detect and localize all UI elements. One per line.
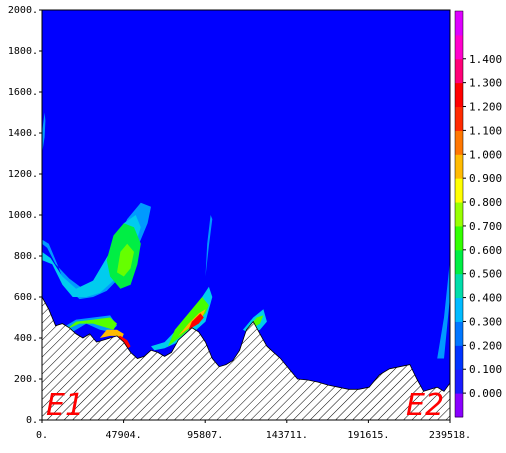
colorbar: 0.000 0.100 0.200 0.300 0.400 0.500 0.600 0.700… [454, 10, 502, 418]
colorbar-swatch [455, 202, 463, 227]
colorbar-label: 0.100 [469, 363, 502, 376]
colorbar-label: 0.300 [469, 315, 502, 328]
x-tick-label: 191615. [347, 430, 389, 441]
colorbar-swatch [455, 369, 463, 394]
colorbar-swatch [455, 11, 463, 36]
contour-region-5 [168, 297, 209, 347]
colorbar-label: 1.200 [469, 101, 502, 114]
contour-region-7 [188, 313, 204, 330]
y-tick-label: 2000. [8, 5, 38, 16]
colorbar-frame [454, 10, 464, 418]
x-tick-label: 239518. [429, 430, 471, 441]
y-tick-label: 600. [14, 292, 38, 303]
contour-region-3 [117, 243, 134, 277]
colorbar-label: 0.200 [469, 339, 502, 352]
colorbar-label: 0.500 [469, 268, 502, 281]
terrain-profile [42, 296, 450, 420]
colorbar-swatch [455, 393, 463, 418]
colorbar-swatch [455, 82, 463, 108]
y-tick-label: 200. [14, 374, 38, 385]
contour-region-15 [437, 260, 450, 359]
colorbar-swatch [455, 321, 463, 346]
terrain-layer [42, 296, 450, 420]
contour-layer [42, 112, 450, 359]
end-label-left: E1 [46, 388, 84, 423]
contour-region-16 [42, 112, 46, 154]
contour-region-10 [99, 329, 124, 343]
colorbar-label: 0.800 [469, 196, 502, 209]
y-tick-label: 400. [14, 333, 38, 344]
colorbar-swatch [455, 178, 463, 203]
y-tick-label: 1200. [8, 169, 38, 180]
y-tick-label: 1800. [8, 46, 38, 57]
x-axis: 0. 47904. 95807. 143711. 191615. 239518. [36, 420, 471, 441]
y-tick-label: 1600. [8, 87, 38, 98]
colorbar-swatch [455, 58, 463, 84]
colorbar-swatch [455, 130, 463, 155]
colorbar-label: 0.900 [469, 172, 502, 185]
contour-region-9 [65, 317, 117, 330]
colorbar-swatch [455, 249, 463, 275]
y-tick-label: 1000. [8, 210, 38, 221]
colorbar-label: 0.000 [469, 387, 502, 400]
colorbar-swatch [455, 297, 463, 322]
colorbar-label: 1.100 [469, 124, 502, 137]
colorbar-label: 0.600 [469, 244, 502, 257]
y-axis: 0. 200. 400. 600. 800. 1000. 1200. 1400. 1600. 18… [8, 5, 42, 426]
x-tick-label: 143711. [266, 430, 308, 441]
x-tick-label: 95807. [187, 430, 223, 441]
colorbar-label: 0.400 [469, 292, 502, 305]
colorbar-label: 1.000 [469, 148, 502, 161]
colorbar-swatch [455, 154, 463, 179]
contour-region-14 [205, 215, 213, 277]
colorbar-label: 1.300 [469, 77, 502, 90]
colorbar-swatch [455, 106, 463, 131]
colorbar-swatch [455, 225, 463, 251]
colorbar-swatch [455, 345, 463, 370]
colorbar-swatch [455, 273, 463, 299]
colorbar-label: 1.400 [469, 53, 502, 66]
y-tick-label: 800. [14, 251, 38, 262]
x-tick-label: 0. [36, 430, 48, 441]
y-tick-label: 0. [26, 415, 38, 426]
x-tick-label: 47904. [106, 430, 142, 441]
y-tick-label: 1400. [8, 128, 38, 139]
colorbar-label: 0.700 [469, 220, 502, 233]
colorbar-swatch [455, 34, 463, 60]
end-label-right: E2 [406, 388, 444, 423]
